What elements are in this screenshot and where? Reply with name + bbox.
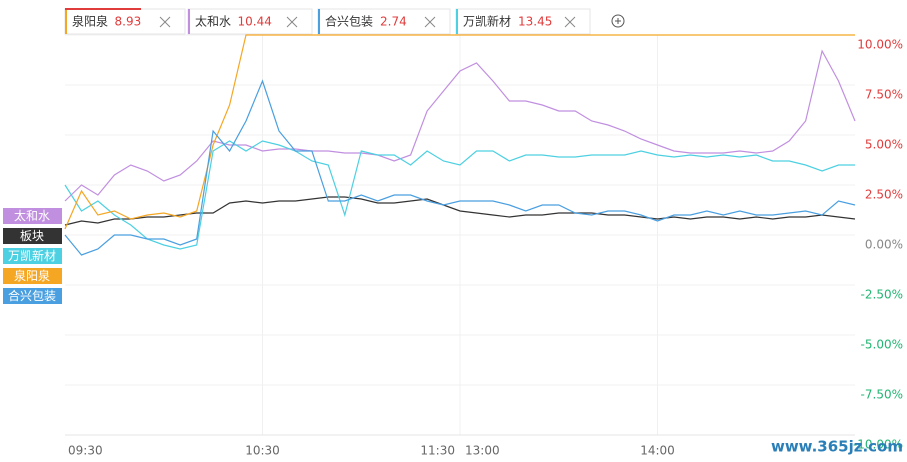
y-tick-label: -2.50% [861,288,903,302]
series-line [64,34,855,230]
legend-label: 泉阳泉 [14,269,50,283]
x-tick-label: 14:00 [640,444,675,458]
series-line [64,196,856,226]
y-tick-label: -5.00% [861,338,903,352]
y-tick-label: -10.00% [853,438,903,452]
x-tick-label: 10:30 [245,444,280,458]
x-tick-label: 13:00 [465,444,500,458]
tab-color-bar[interactable] [65,9,67,34]
tab-color-bar[interactable] [318,9,320,34]
tab-name[interactable]: 万凯新材 [463,14,511,29]
series-line [64,79,856,256]
legend-tag [3,288,62,304]
add-icon[interactable] [611,14,625,28]
legend-tag [3,208,62,224]
legend-tag [3,268,62,284]
legend-label: 太和水 [14,208,50,223]
tab-name[interactable]: 合兴包装 [325,14,373,29]
tab-price[interactable]: 10.44 [238,15,272,29]
series-line [64,140,855,250]
tab-price[interactable]: 8.93 [115,15,142,29]
y-tick-label: 0.00% [865,238,903,252]
legend-label: 合兴包装 [8,288,56,303]
tab-color-bar[interactable] [188,9,190,34]
legend-tag [3,248,62,264]
tab-name[interactable]: 太和水 [195,14,231,29]
y-tick-label: 7.50% [865,88,903,102]
tab-close[interactable] [159,16,171,28]
x-tick-label: 11:30 [420,444,455,458]
y-tick-label: 10.00% [857,38,903,52]
tab[interactable] [317,8,451,35]
y-tick-label: 5.00% [865,138,903,152]
legend-label: 万凯新材 [8,248,56,263]
y-tick-label: 2.50% [865,188,903,202]
watermark: www.365jz.com [771,438,903,456]
tab-price[interactable]: 2.74 [380,15,407,29]
tab-close[interactable] [424,16,436,28]
tab-color-bar[interactable] [456,9,458,34]
tab-active-bar [65,8,141,10]
legend-label: 板块 [20,229,44,243]
tab-close[interactable] [564,16,576,28]
add-button[interactable] [611,14,625,28]
legend-tag [3,228,62,244]
tab-name[interactable]: 泉阳泉 [72,15,108,29]
tab-price[interactable]: 13.45 [518,15,552,29]
series-line [64,49,856,202]
y-tick-label: -7.50% [861,388,903,402]
tab-close[interactable] [286,16,298,28]
tab[interactable] [455,8,591,35]
x-tick-label: 09:30 [68,444,103,458]
